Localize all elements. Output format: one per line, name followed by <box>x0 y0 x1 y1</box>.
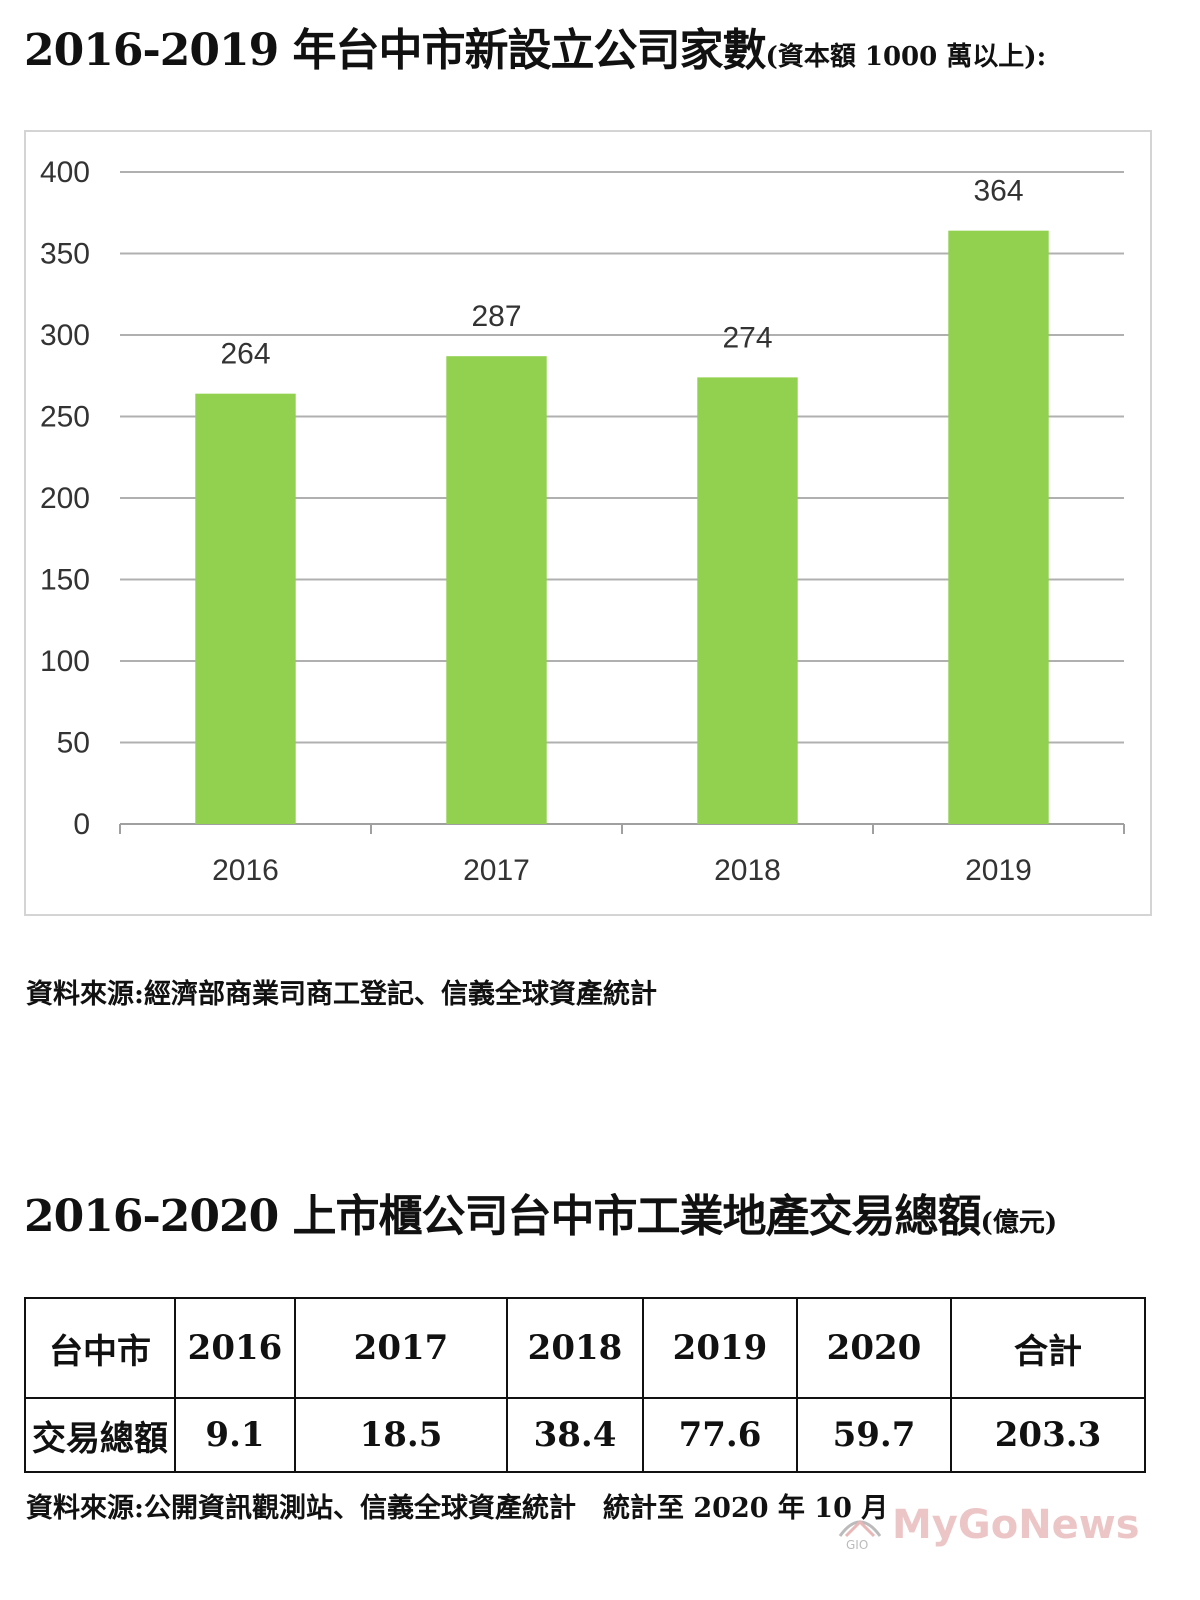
header-cell-2019: 2019 <box>642 1297 798 1399</box>
header-cell-2017: 2017 <box>294 1297 508 1399</box>
bar-chart: 0 50 100 150 200 250 300 350 400 264 2016 287 2017 27… <box>24 130 1152 916</box>
bar <box>446 356 547 824</box>
y-tick-label: 100 <box>40 645 90 678</box>
bar <box>195 393 296 824</box>
y-tick-label: 150 <box>40 564 90 597</box>
chart-source-note: 資料來源:經濟部商業司商工登記、信義全球資產統計 <box>26 979 657 1010</box>
bar <box>948 230 1049 824</box>
value-cell-total: 203.3 <box>950 1397 1146 1473</box>
data-label: 287 <box>471 300 521 333</box>
value-cell-2016: 9.1 <box>174 1397 296 1473</box>
table-header-row: 台中市 2016 2017 2018 2019 2020 合計 <box>24 1297 1146 1399</box>
y-tick-label: 50 <box>57 727 90 760</box>
chart-title: 2016-2019 年台中市新設立公司家數(資本額 1000 萬以上): <box>24 14 1046 78</box>
watermark-brand-text: MyGoNews <box>892 1502 1140 1548</box>
row-label-cell: 交易總額 <box>24 1397 176 1473</box>
x-tick-label: 2019 <box>965 854 1032 887</box>
mygonews-watermark: GIO MyGoNews <box>832 1500 1172 1560</box>
y-tick-label: 300 <box>40 319 90 352</box>
bar <box>697 377 798 824</box>
value-cell-2017: 18.5 <box>294 1397 508 1473</box>
header-cell-2018: 2018 <box>506 1297 644 1399</box>
y-tick-label: 0 <box>73 808 90 841</box>
data-label: 264 <box>220 338 270 371</box>
chart-title-main: 2016-2019 年台中市新設立公司家數 <box>24 25 767 76</box>
header-cell-2020: 2020 <box>796 1297 952 1399</box>
table-title-sub: (億元) <box>980 1208 1058 1238</box>
value-cell-2019: 77.6 <box>642 1397 798 1473</box>
header-cell-2016: 2016 <box>174 1297 296 1399</box>
table-title: 2016-2020 上市櫃公司台中市工業地產交易總額(億元) <box>24 1180 1057 1244</box>
value-cell-2020: 59.7 <box>796 1397 952 1473</box>
value-cell-2018: 38.4 <box>506 1397 644 1473</box>
x-tick-label: 2018 <box>714 854 781 887</box>
x-tick-label: 2017 <box>463 854 530 887</box>
transaction-table: 台中市 2016 2017 2018 2019 2020 合計 交易總額 9.1… <box>24 1297 1146 1473</box>
watermark-logo-text: GIO <box>846 1538 869 1552</box>
bar-chart-svg: 0 50 100 150 200 250 300 350 400 264 2016 287 2017 27… <box>40 156 1125 887</box>
y-tick-label: 350 <box>40 238 90 271</box>
data-label: 364 <box>973 175 1023 208</box>
header-cell-region: 台中市 <box>24 1297 176 1399</box>
mygonews-logo-icon <box>838 1519 882 1538</box>
table-source-note: 資料來源:公開資訊觀測站、信義全球資產統計 統計至 2020 年 10 月 <box>26 1493 889 1524</box>
table-title-main: 2016-2020 上市櫃公司台中市工業地產交易總額 <box>24 1191 982 1242</box>
y-tick-label: 200 <box>40 482 90 515</box>
data-label: 274 <box>722 321 772 354</box>
header-cell-total: 合計 <box>950 1297 1146 1399</box>
chart-title-sub: (資本額 1000 萬以上): <box>765 42 1047 72</box>
table-row: 交易總額 9.1 18.5 38.4 77.6 59.7 203.3 <box>24 1397 1146 1473</box>
y-tick-label: 250 <box>40 401 90 434</box>
x-tick-label: 2016 <box>212 854 279 887</box>
y-tick-label: 400 <box>40 156 90 189</box>
